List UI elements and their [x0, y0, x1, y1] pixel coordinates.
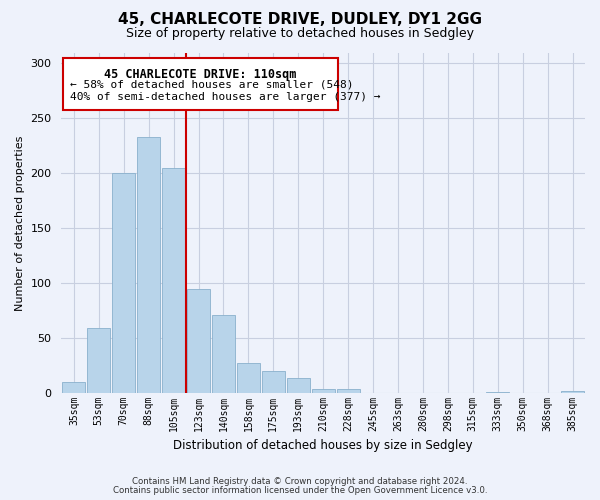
FancyBboxPatch shape	[62, 58, 338, 110]
Text: Contains public sector information licensed under the Open Government Licence v3: Contains public sector information licen…	[113, 486, 487, 495]
Bar	[187, 288, 210, 393]
Text: ← 58% of detached houses are smaller (548): ← 58% of detached houses are smaller (54…	[70, 80, 353, 90]
Y-axis label: Number of detached properties: Number of detached properties	[15, 135, 25, 310]
Text: 45, CHARLECOTE DRIVE, DUDLEY, DY1 2GG: 45, CHARLECOTE DRIVE, DUDLEY, DY1 2GG	[118, 12, 482, 28]
Bar	[486, 392, 509, 393]
Text: Size of property relative to detached houses in Sedgley: Size of property relative to detached ho…	[126, 28, 474, 40]
Bar	[88, 328, 110, 393]
Bar	[262, 371, 285, 393]
Text: Contains HM Land Registry data © Crown copyright and database right 2024.: Contains HM Land Registry data © Crown c…	[132, 477, 468, 486]
Text: 45 CHARLECOTE DRIVE: 110sqm: 45 CHARLECOTE DRIVE: 110sqm	[104, 68, 296, 81]
Bar	[287, 378, 310, 393]
Bar	[162, 168, 185, 393]
Bar	[337, 388, 359, 393]
Bar	[62, 382, 85, 393]
Text: 40% of semi-detached houses are larger (377) →: 40% of semi-detached houses are larger (…	[70, 92, 380, 102]
Bar	[212, 315, 235, 393]
X-axis label: Distribution of detached houses by size in Sedgley: Distribution of detached houses by size …	[173, 440, 473, 452]
Bar	[137, 137, 160, 393]
Bar	[561, 391, 584, 393]
Bar	[312, 388, 335, 393]
Bar	[237, 364, 260, 393]
Bar	[112, 174, 135, 393]
